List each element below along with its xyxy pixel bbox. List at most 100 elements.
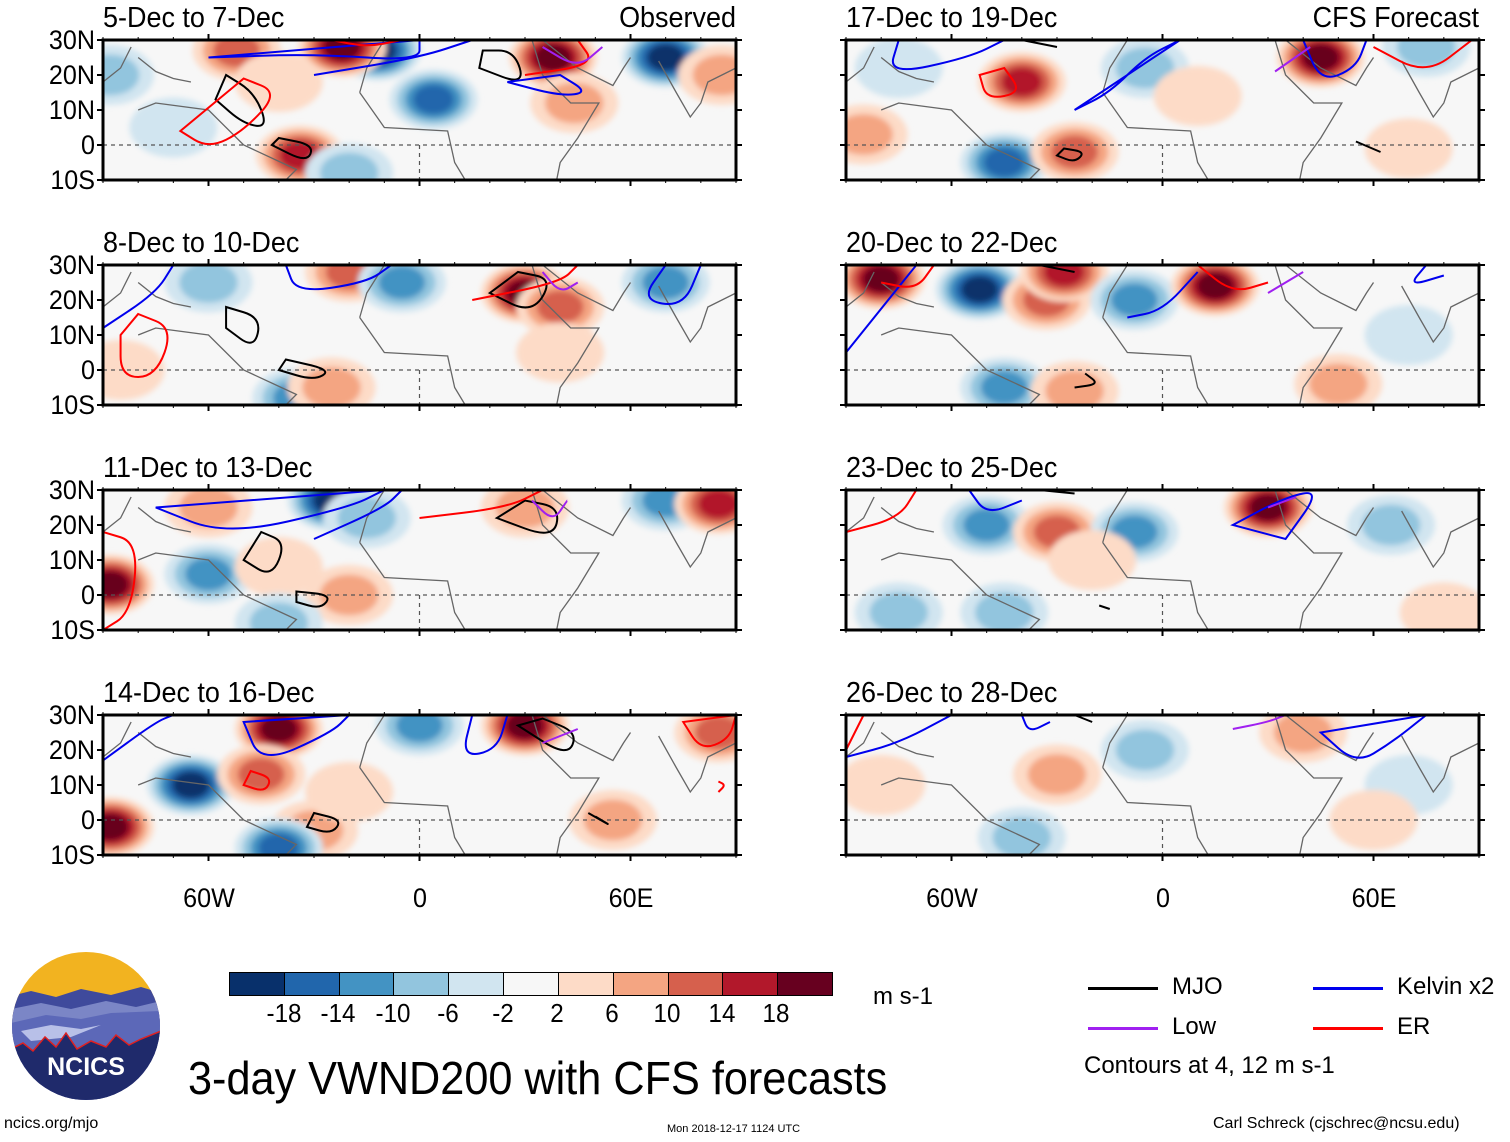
kelvin-contour <box>208 40 421 60</box>
anomaly-mark <box>1115 729 1175 771</box>
panel-source-label: CFS Forecast <box>1312 2 1479 34</box>
coastline <box>137 777 298 855</box>
er-contour <box>178 77 272 146</box>
mjo-contour <box>295 590 329 608</box>
coastline <box>1102 317 1209 405</box>
coastline <box>880 327 1041 405</box>
colorbar-cell <box>558 973 614 995</box>
map-panel <box>840 709 1485 861</box>
anomaly-mark <box>536 290 584 324</box>
colorbar-cell <box>449 973 505 995</box>
anomaly-mark <box>1364 305 1453 365</box>
coastline <box>137 552 298 630</box>
anomaly-mark <box>302 367 361 405</box>
coastline <box>880 777 1041 855</box>
anomaly-mark <box>495 490 555 528</box>
coastline <box>846 46 875 83</box>
anomaly-mark <box>1273 715 1333 753</box>
kelvin-contour <box>1413 265 1445 284</box>
mjo-contour <box>1355 140 1381 153</box>
er-contour <box>717 780 725 793</box>
x-tick-label: 60W <box>925 883 978 913</box>
colorbar <box>229 972 833 996</box>
y-tick-label: 10S <box>50 840 95 870</box>
y-tick-label: 0 <box>81 805 95 835</box>
kelvin-contour <box>1020 715 1051 731</box>
anomaly-mark <box>1115 47 1175 89</box>
panel-period-title: 26-Dec to 28-Dec <box>846 677 1058 709</box>
legend-label: MJO <box>1172 973 1223 1000</box>
coastline <box>658 735 736 794</box>
kelvin-contour <box>968 490 1023 512</box>
y-tick-label: 0 <box>81 580 95 610</box>
anomaly-mark <box>1048 530 1137 590</box>
colorbar-tick-label: 14 <box>708 998 735 1028</box>
coastline <box>1102 490 1128 543</box>
colorbar-tick-label: -14 <box>320 998 356 1028</box>
anomaly-mark <box>413 84 454 115</box>
kelvin-contour <box>464 715 509 755</box>
anomaly-mark <box>103 813 129 841</box>
colorbar-cell <box>230 973 285 995</box>
coastline <box>359 490 385 543</box>
legend-note: Contours at 4, 12 m s-1 <box>1084 1052 1335 1079</box>
anomaly-mark <box>869 592 928 630</box>
coastline <box>103 721 132 758</box>
kelvin-contour <box>1318 715 1428 759</box>
coastline <box>1401 285 1479 344</box>
anomaly-mark <box>260 715 298 743</box>
coastline <box>542 490 632 537</box>
site-url-link[interactable]: ncics.org/mjo <box>4 1115 99 1132</box>
low-contour <box>542 46 604 64</box>
er-contour <box>978 66 1017 98</box>
panel-period-title: 5-Dec to 7-Dec <box>103 2 285 34</box>
y-tick-label: 10S <box>50 390 95 420</box>
coastline <box>103 271 132 308</box>
coastline <box>658 285 736 344</box>
mjo-contour <box>225 305 260 344</box>
er-contour <box>1373 40 1473 69</box>
anomaly-mark <box>980 370 1028 405</box>
anomaly-mark <box>583 799 643 841</box>
coastline <box>1274 490 1344 630</box>
y-tick-label: 20N <box>48 735 95 765</box>
anomaly-mark <box>975 592 1034 630</box>
ncics-logo[interactable]: NCICS <box>11 951 161 1101</box>
anomaly-mark <box>642 265 690 300</box>
coastline <box>1285 490 1375 537</box>
coastline <box>1102 715 1128 768</box>
mjo-contour <box>277 358 327 379</box>
mjo-contour <box>305 811 340 833</box>
mjo-contour <box>1055 147 1083 162</box>
coastline <box>137 102 298 180</box>
anomaly-mark <box>172 771 210 799</box>
units-label: m s-1 <box>873 983 933 1010</box>
anomaly-mark <box>179 490 238 528</box>
y-tick-label: 30N <box>48 250 95 280</box>
coastline <box>1102 542 1209 630</box>
anomaly-mark <box>129 97 218 158</box>
chart-title: 3-day VWND200 with CFS forecasts <box>188 1052 888 1104</box>
panel-period-title: 11-Dec to 13-Dec <box>103 452 313 484</box>
kelvin-contour <box>647 265 702 305</box>
er-contour <box>524 40 590 76</box>
coastline <box>359 767 466 855</box>
coastline <box>880 102 1041 180</box>
coastline <box>359 92 466 180</box>
anomaly-mark <box>1309 363 1368 405</box>
coastline <box>359 542 466 630</box>
anomaly-mark <box>179 265 238 303</box>
colorbar-cell <box>778 973 832 995</box>
y-tick-label: 10N <box>48 545 95 575</box>
coastline <box>846 721 875 758</box>
coastline <box>1102 265 1128 318</box>
low-contour <box>1267 496 1297 509</box>
colorbar-cell <box>613 973 669 995</box>
x-tick-label: 60E <box>1351 883 1396 913</box>
coastline <box>531 265 601 405</box>
y-tick-label: 10N <box>48 95 95 125</box>
anomaly-mark <box>1045 370 1104 405</box>
legend-label: Kelvin x2 <box>1397 973 1495 1000</box>
anomaly-mark <box>103 571 129 598</box>
colorbar-tick-label: -6 <box>437 998 459 1028</box>
